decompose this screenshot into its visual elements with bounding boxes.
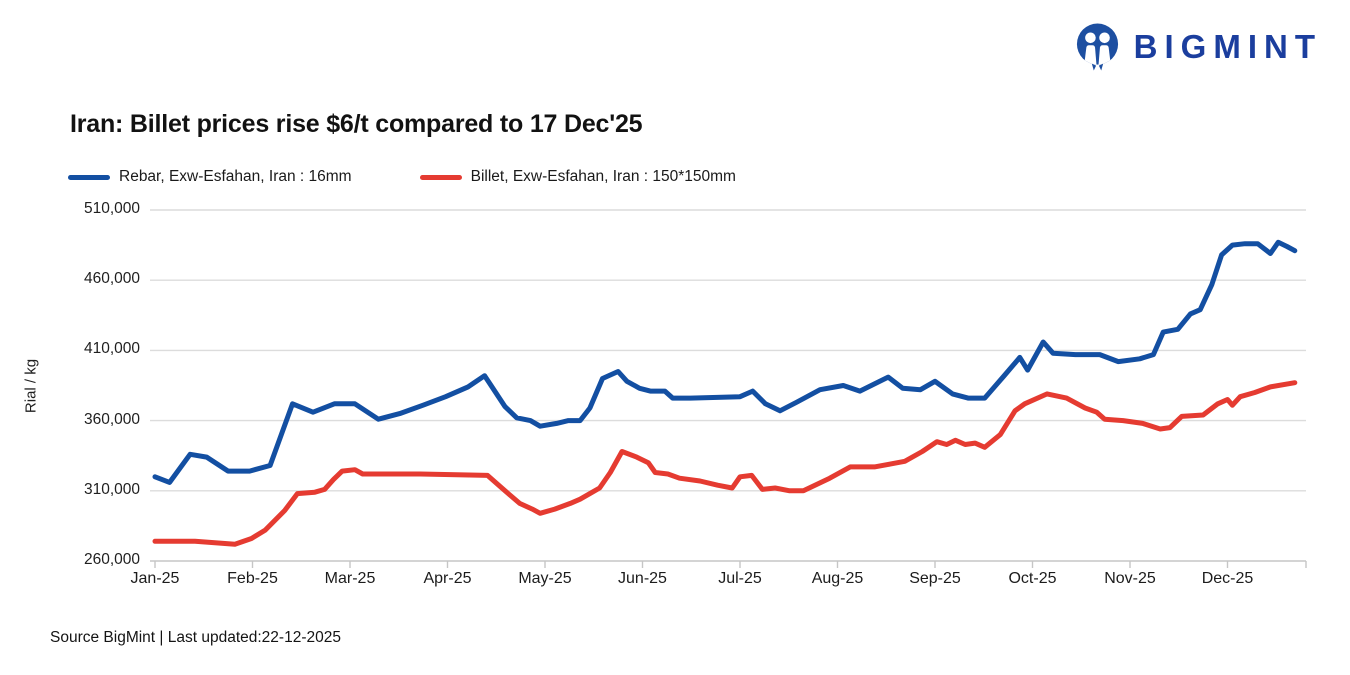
x-tick-label: Jul-25 (718, 570, 762, 587)
chart-legend: Rebar, Exw-Esfahan, Iran : 16mm Billet, E… (68, 168, 804, 186)
y-tick-label: 260,000 (83, 551, 140, 568)
y-tick-label: 310,000 (83, 480, 140, 498)
bigmint-logo-icon (1076, 23, 1118, 71)
x-tick-label: Sep-25 (909, 570, 961, 587)
x-tick-label: May-25 (518, 570, 572, 587)
x-tick-label: Mar-25 (324, 570, 376, 587)
source-note: Source BigMint | Last updated:22-12-2025 (50, 629, 341, 646)
legend-swatch (419, 174, 462, 180)
x-tick-label: Feb-25 (227, 570, 278, 587)
y-tick-label: 360,000 (83, 410, 140, 428)
x-tick-label: Dec-25 (1201, 570, 1254, 587)
x-tick-label: Aug-25 (811, 570, 864, 587)
y-tick-label: 510,000 (83, 200, 140, 217)
series-line-billet (152, 380, 1298, 547)
x-tick-label: Nov-25 (1104, 570, 1156, 587)
x-tick-label: Apr-25 (423, 570, 472, 587)
legend-item-rebar: Rebar, Exw-Esfahan, Iran : 16mm (68, 168, 352, 186)
x-tick-label: Jun-25 (618, 570, 667, 587)
y-tick-label: 410,000 (83, 340, 140, 358)
bigmint-logo: BIGMINT (1074, 22, 1322, 72)
legend-swatch (68, 174, 110, 180)
series-line-rebar (152, 239, 1298, 485)
chart-title: Iran: Billet prices rise $6/t compared t… (70, 110, 643, 138)
y-tick-label: 460,000 (83, 270, 140, 288)
brand-name: BIGMINT (1133, 28, 1322, 65)
legend-label: Rebar, Exw-Esfahan, Iran : 16mm (119, 168, 352, 185)
x-tick-label: Jan-25 (130, 570, 180, 587)
legend-item-billet: Billet, Exw-Esfahan, Iran : 150*150mm (419, 168, 736, 186)
legend-label: Billet, Exw-Esfahan, Iran : 150*150mm (470, 168, 736, 185)
y-axis-title: Rial / kg (22, 358, 40, 414)
x-tick-label: Oct-25 (1008, 570, 1057, 587)
